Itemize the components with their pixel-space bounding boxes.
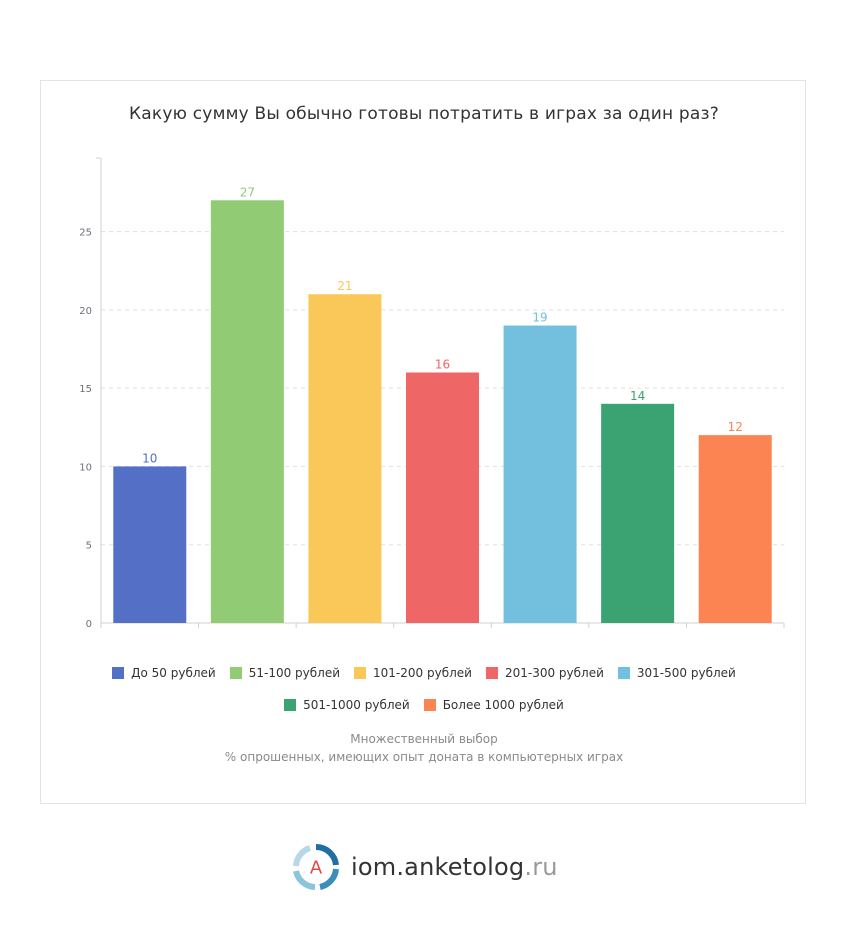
- chart-legend: До 50 рублей 51-100 рублей 101-200 рублей 2…: [80, 666, 768, 712]
- bar: [406, 372, 479, 623]
- logo-letter: A: [310, 858, 323, 879]
- legend-label: 51-100 рублей: [248, 666, 341, 680]
- legend-swatch: [229, 667, 242, 679]
- y-tick-label: 25: [79, 228, 92, 239]
- data-label: 21: [337, 279, 352, 293]
- legend-item[interactable]: До 50 рублей: [112, 666, 216, 680]
- brand-name: iom.anketolog.ru: [351, 853, 558, 881]
- data-label: 14: [630, 389, 645, 403]
- legend-swatch: [423, 699, 436, 711]
- legend-swatch: [485, 667, 498, 679]
- legend-item[interactable]: 201-300 рублей: [485, 666, 604, 680]
- legend-item[interactable]: 101-200 рублей: [354, 666, 472, 680]
- bar: [210, 200, 284, 624]
- legend-item[interactable]: 51-100 рублей: [229, 666, 341, 680]
- legend-label: 501-1000 рублей: [303, 698, 410, 712]
- data-label: 10: [142, 451, 157, 465]
- bar: [601, 403, 675, 623]
- legend-item[interactable]: 501-1000 рублей: [284, 698, 410, 712]
- chart-title: Какую сумму Вы обычно готовы потратить в…: [129, 104, 719, 124]
- legend-swatch: [617, 667, 630, 679]
- legend-label: До 50 рублей: [131, 666, 216, 680]
- anketolog-logo-icon: A: [293, 844, 339, 890]
- legend-swatch: [284, 699, 297, 711]
- y-tick-label: 5: [86, 541, 92, 552]
- y-tick-label: 20: [79, 306, 92, 317]
- legend-label: 201-300 рублей: [504, 666, 604, 680]
- note-multiple-choice: Множественный выбор: [350, 732, 498, 746]
- legend-swatch: [112, 667, 125, 679]
- legend-item[interactable]: Более 1000 рублей: [423, 698, 564, 712]
- note-respondents: % опрошенных, имеющих опыт доната в комп…: [224, 750, 624, 764]
- y-tick-label: 15: [79, 384, 92, 395]
- legend-label: 301-500 рублей: [636, 666, 736, 680]
- legend-item[interactable]: 301-500 рублей: [617, 666, 736, 680]
- data-label: 19: [532, 311, 547, 325]
- data-label: 12: [728, 420, 743, 434]
- bar: [308, 294, 382, 623]
- bar: [113, 466, 187, 623]
- y-tick-label: 0: [86, 619, 92, 630]
- y-tick-label: 10: [79, 462, 92, 473]
- legend-label: 101-200 рублей: [373, 666, 472, 680]
- legend-label: Более 1000 рублей: [442, 698, 564, 712]
- bar: [503, 325, 577, 623]
- footer-logo[interactable]: A iom.anketolog.ru: [293, 844, 558, 890]
- data-label: 27: [240, 185, 255, 199]
- data-label: 16: [435, 357, 450, 371]
- brand-domain: .ru: [524, 853, 558, 881]
- bar: [698, 435, 772, 623]
- chart-notes: Множественный выбор % опрошенных, имеющи…: [0, 730, 848, 766]
- legend-swatch: [354, 667, 367, 679]
